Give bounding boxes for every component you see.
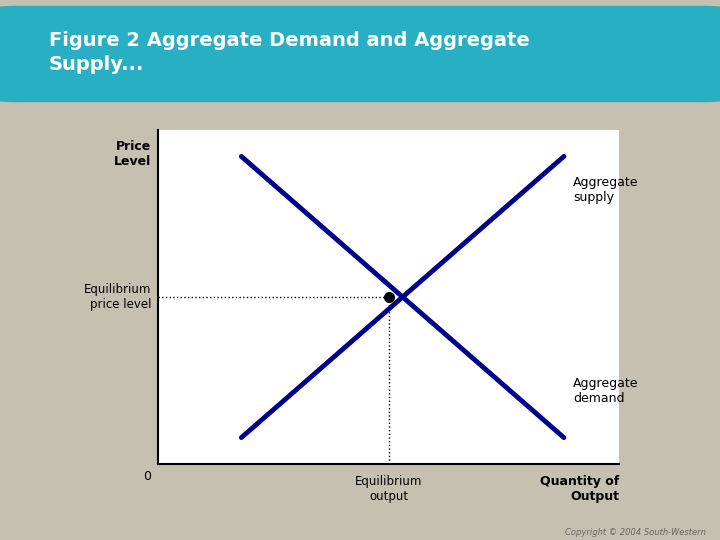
- Text: Aggregate
demand: Aggregate demand: [573, 377, 639, 405]
- Text: 0: 0: [143, 470, 151, 483]
- Text: Equilibrium
output: Equilibrium output: [355, 475, 423, 503]
- Text: Quantity of
Output: Quantity of Output: [540, 475, 619, 503]
- Text: Copyright © 2004 South-Western: Copyright © 2004 South-Western: [564, 528, 706, 537]
- Text: Aggregate
supply: Aggregate supply: [573, 176, 639, 204]
- Text: Equilibrium
price level: Equilibrium price level: [84, 283, 151, 311]
- Text: Price
Level: Price Level: [114, 140, 151, 168]
- Text: Figure 2 Aggregate Demand and Aggregate
Supply...: Figure 2 Aggregate Demand and Aggregate …: [49, 31, 529, 73]
- FancyBboxPatch shape: [0, 6, 720, 102]
